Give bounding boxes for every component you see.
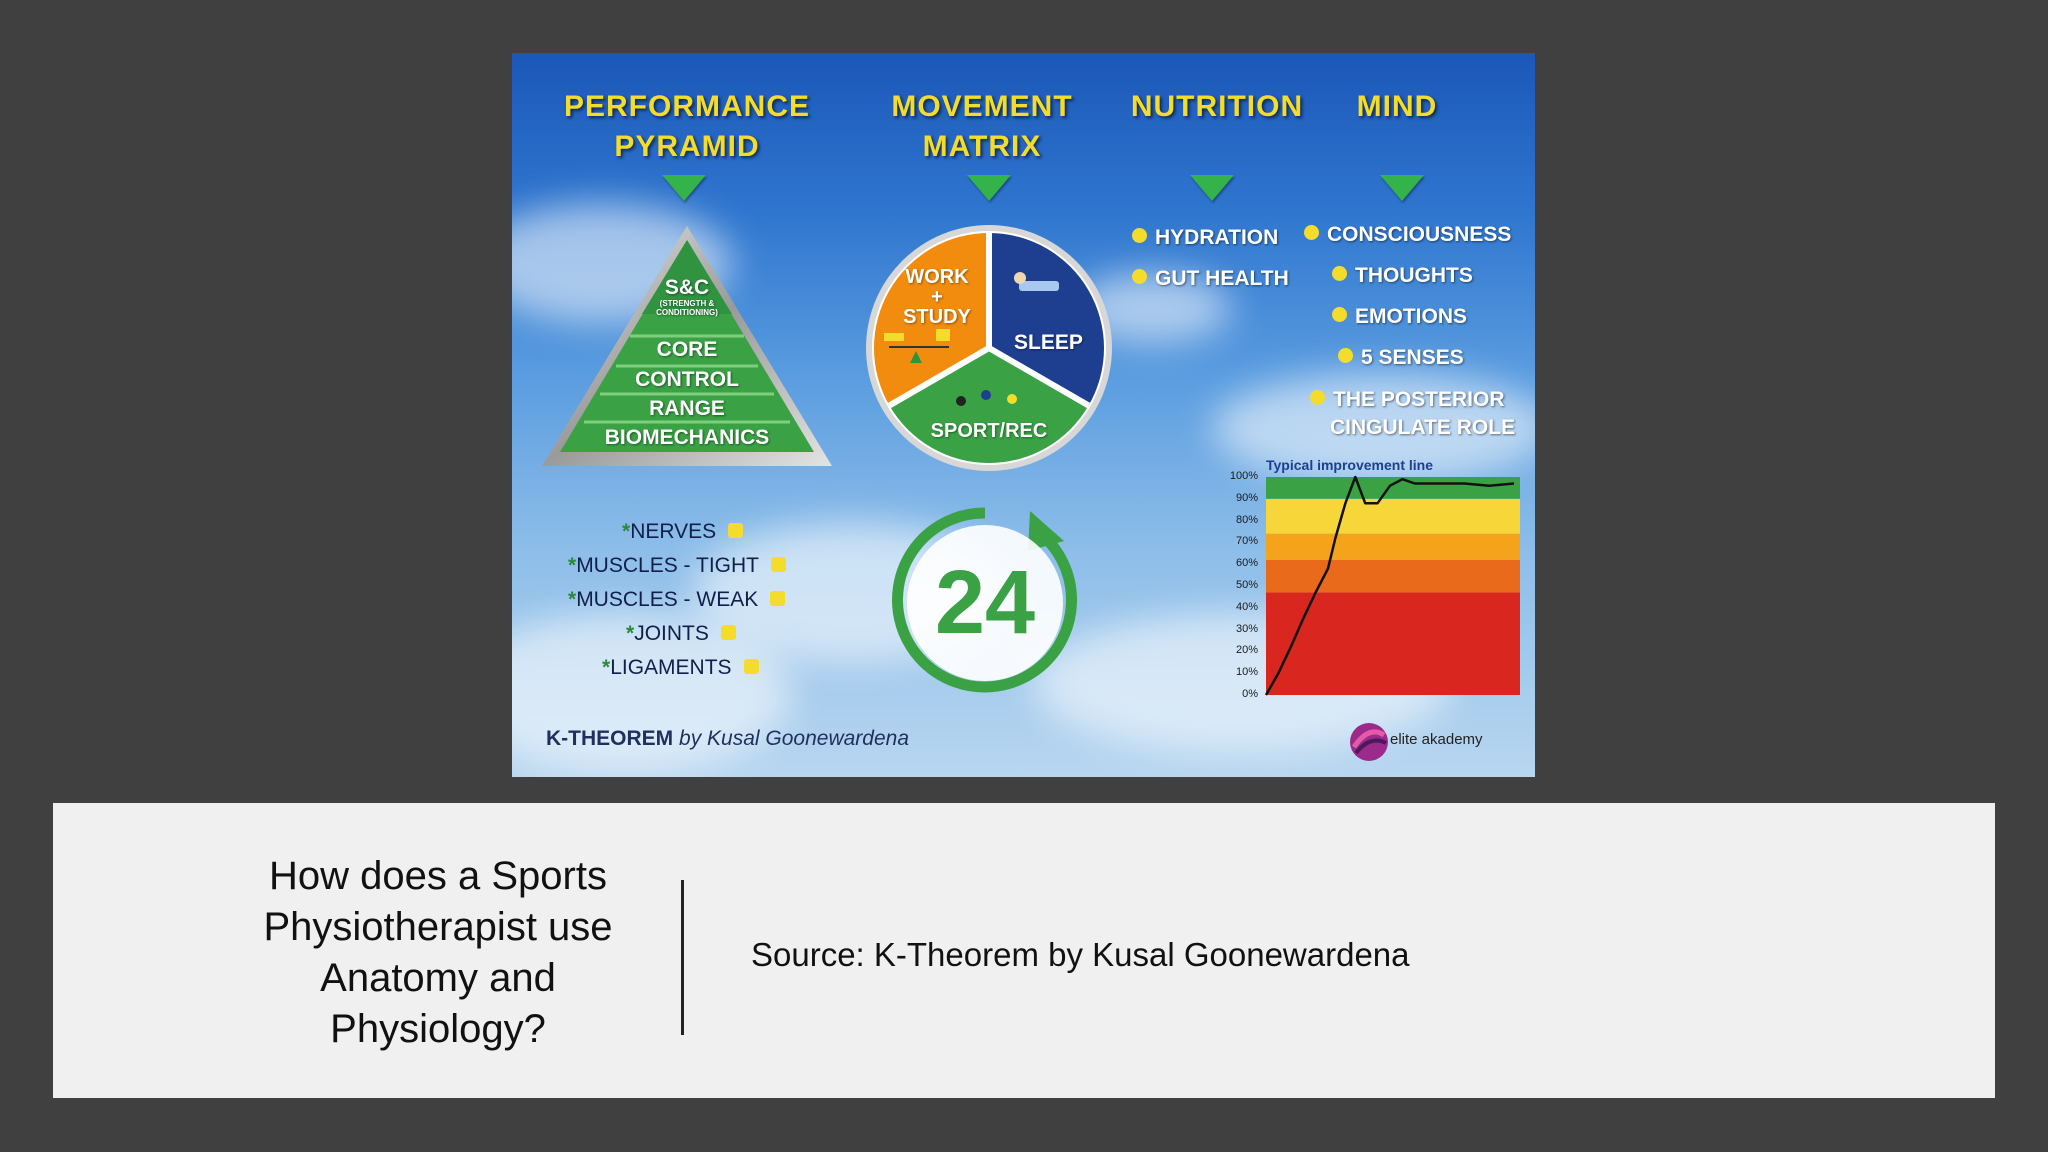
vertical-divider bbox=[681, 880, 684, 1035]
pyramid-level: BIOMECHANICS bbox=[604, 426, 770, 449]
matrix-pie-graphic bbox=[866, 225, 1112, 471]
matrix-sport-rec-label: SPORT/REC bbox=[930, 420, 1048, 442]
improvement-chart: Typical improvement line 100% 90% 80% 70% 60… bbox=[1202, 457, 1522, 777]
bullet-dot-icon bbox=[1132, 228, 1147, 243]
y-tick-label: 100% bbox=[1229, 470, 1258, 482]
bullet-dot-icon bbox=[1310, 390, 1325, 405]
matrix-work-study-label: WORK + STUDY bbox=[903, 266, 971, 328]
mind-item: 5 SENSES bbox=[1338, 345, 1464, 371]
bullet-dot-icon bbox=[1304, 225, 1319, 240]
y-tick-label: 40% bbox=[1235, 600, 1258, 613]
y-axis-ticks: 100% 90% 80% 70% 60% 50% 40% 30% 20% 10% 0% bbox=[1202, 457, 1262, 777]
injury-item: *MUSCLES - TIGHT bbox=[568, 553, 786, 579]
yellow-square-icon bbox=[770, 591, 786, 606]
pyramid-level: CONTROL bbox=[635, 368, 739, 391]
clock-24-icon: 24 bbox=[890, 505, 1080, 695]
nutrition-item: HYDRATION bbox=[1132, 225, 1278, 251]
logo-text: elite akademy bbox=[1390, 731, 1483, 748]
arrow-down-icon bbox=[1380, 175, 1424, 201]
mind-item: THOUGHTS bbox=[1332, 263, 1473, 289]
mind-item: EMOTIONS bbox=[1332, 304, 1467, 330]
y-tick-label: 30% bbox=[1235, 622, 1258, 635]
y-tick-label: 80% bbox=[1235, 513, 1258, 526]
yellow-square-icon bbox=[770, 557, 786, 572]
movement-matrix-circle: WORK + STUDY SLEEP SPORT/REC bbox=[864, 223, 1114, 473]
matrix-sleep-label: SLEEP bbox=[1014, 331, 1083, 354]
slide-title: How does a Sports Physiotherapist use An… bbox=[263, 854, 613, 1051]
chart-title: Typical improvement line bbox=[1266, 457, 1434, 473]
bullet-dot-icon bbox=[1332, 266, 1347, 281]
y-tick-label: 50% bbox=[1235, 579, 1258, 591]
chart-plot-area bbox=[1264, 475, 1520, 696]
yellow-square-icon bbox=[728, 523, 744, 538]
chart-band bbox=[1266, 533, 1520, 560]
arrow-down-icon bbox=[1190, 175, 1234, 201]
elite-akademy-logo: elite akademy bbox=[1348, 721, 1508, 763]
chart-band bbox=[1266, 592, 1520, 695]
figure-credit: K-THEOREM by Kusal Goonewardena bbox=[546, 727, 910, 750]
nutrition-item: GUT HEALTH bbox=[1132, 266, 1289, 292]
y-tick-label: 0% bbox=[1242, 688, 1258, 700]
mind-item-continuation: CINGULATE ROLE bbox=[1330, 416, 1516, 439]
injury-item: *JOINTS bbox=[626, 621, 736, 647]
performance-pyramid: S&C (STRENGTH & CONDITIONING) CORE CONTR… bbox=[542, 226, 832, 476]
y-tick-label: 20% bbox=[1235, 644, 1258, 657]
source-text: Source: K-Theorem by Kusal Goonewardena bbox=[751, 936, 1410, 973]
pyramid-graphic bbox=[542, 226, 832, 466]
y-tick-label: 60% bbox=[1235, 557, 1258, 570]
chart-band bbox=[1266, 498, 1520, 534]
header-performance-pyramid: PERFORMANCE PYRAMID bbox=[563, 90, 810, 163]
clock-number: 24 bbox=[934, 553, 1036, 653]
y-tick-label: 90% bbox=[1235, 491, 1258, 504]
injury-item: *NERVES bbox=[622, 519, 744, 545]
mind-item: THE POSTERIOR bbox=[1310, 387, 1505, 413]
mind-item: CONSCIOUSNESS bbox=[1304, 222, 1511, 248]
injury-item: *MUSCLES - WEAK bbox=[568, 587, 786, 613]
injury-item: *LIGAMENTS bbox=[602, 655, 759, 681]
pyramid-top-label: S&C bbox=[664, 276, 710, 299]
k-theorem-infographic: PERFORMANCE PYRAMID MOVEMENT MATRIX NUTR… bbox=[512, 53, 1535, 777]
header-movement-matrix: MOVEMENT MATRIX bbox=[891, 90, 1073, 163]
improvement-line bbox=[1264, 475, 1515, 696]
header-mind: MIND bbox=[1356, 90, 1438, 123]
yellow-square-icon bbox=[743, 659, 759, 674]
header-nutrition: NUTRITION bbox=[1130, 90, 1304, 123]
chart-band bbox=[1266, 559, 1520, 593]
arrow-down-icon bbox=[662, 175, 706, 201]
arrow-down-icon bbox=[967, 175, 1011, 201]
pyramid-level: CORE bbox=[656, 338, 718, 361]
bullet-dot-icon bbox=[1332, 307, 1347, 322]
caption-panel: How does a Sports Physiotherapist use An… bbox=[53, 803, 1995, 1098]
pyramid-level: RANGE bbox=[649, 397, 725, 420]
y-tick-label: 10% bbox=[1235, 666, 1258, 679]
bullet-dot-icon bbox=[1338, 348, 1353, 363]
y-tick-label: 70% bbox=[1235, 535, 1258, 548]
pyramid-top-sublabel: (STRENGTH & CONDITIONING) bbox=[656, 299, 718, 317]
yellow-square-icon bbox=[720, 625, 736, 640]
bullet-dot-icon bbox=[1132, 269, 1147, 284]
chart-band bbox=[1266, 477, 1520, 499]
